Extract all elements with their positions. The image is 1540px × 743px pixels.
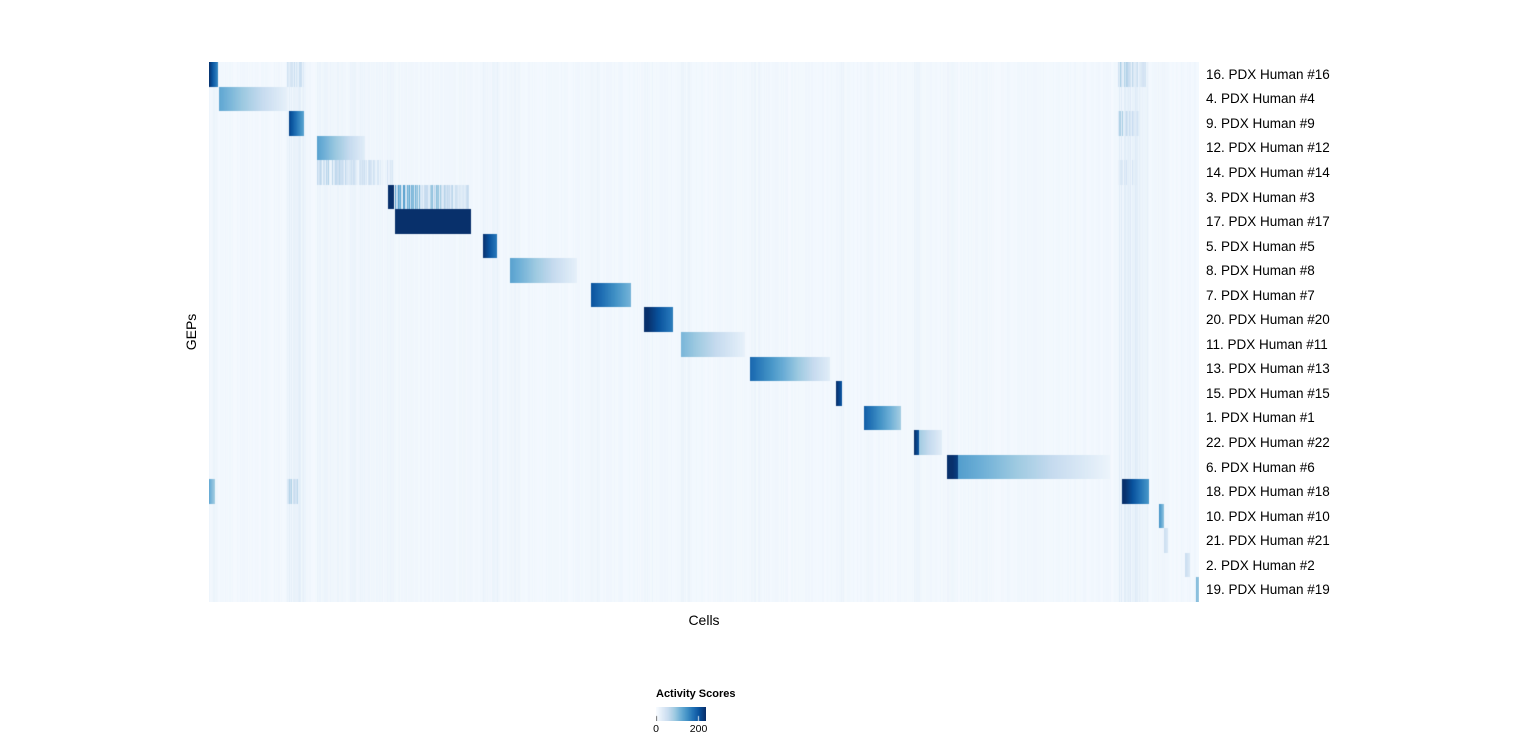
row-label: 3. PDX Human #3 — [1206, 189, 1315, 205]
row-labels: 16. PDX Human #16 4. PDX Human #4 9. PDX H… — [1206, 62, 1436, 602]
legend-tick-labels: 0 200 — [653, 723, 708, 736]
heatmap-plot-area — [209, 62, 1199, 602]
row-label: 13. PDX Human #13 — [1206, 361, 1330, 377]
row-label: 19. PDX Human #19 — [1206, 582, 1330, 598]
row-label: 21. PDX Human #21 — [1206, 533, 1330, 549]
row-label: 17. PDX Human #17 — [1206, 214, 1330, 230]
row-label: 4. PDX Human #4 — [1206, 91, 1315, 107]
row-label: 6. PDX Human #6 — [1206, 459, 1315, 475]
row-label: 15. PDX Human #15 — [1206, 385, 1330, 401]
x-axis-label: Cells — [688, 612, 720, 628]
row-label: 5. PDX Human #5 — [1206, 238, 1315, 254]
row-label: 12. PDX Human #12 — [1206, 140, 1330, 156]
row-label: 1. PDX Human #1 — [1206, 410, 1315, 426]
row-label: 14. PDX Human #14 — [1206, 164, 1330, 180]
legend-tick: 0 — [653, 723, 659, 735]
row-label: 18. PDX Human #18 — [1206, 484, 1330, 500]
legend-colorbar — [656, 707, 706, 721]
row-label: 10. PDX Human #10 — [1206, 508, 1330, 524]
row-label: 7. PDX Human #7 — [1206, 287, 1315, 303]
row-label: 20. PDX Human #20 — [1206, 312, 1330, 328]
row-label: 2. PDX Human #2 — [1206, 557, 1315, 573]
row-label: 22. PDX Human #22 — [1206, 434, 1330, 450]
row-label: 11. PDX Human #11 — [1206, 336, 1328, 352]
legend-title: Activity Scores — [656, 688, 736, 700]
row-label: 8. PDX Human #8 — [1206, 263, 1315, 279]
y-axis-label: GEPs — [183, 313, 199, 351]
row-label: 16. PDX Human #16 — [1206, 66, 1330, 82]
legend-tick: 200 — [689, 723, 708, 735]
colorbar-legend: Activity Scores 0 200 — [653, 688, 736, 736]
row-label: 9. PDX Human #9 — [1206, 115, 1315, 131]
